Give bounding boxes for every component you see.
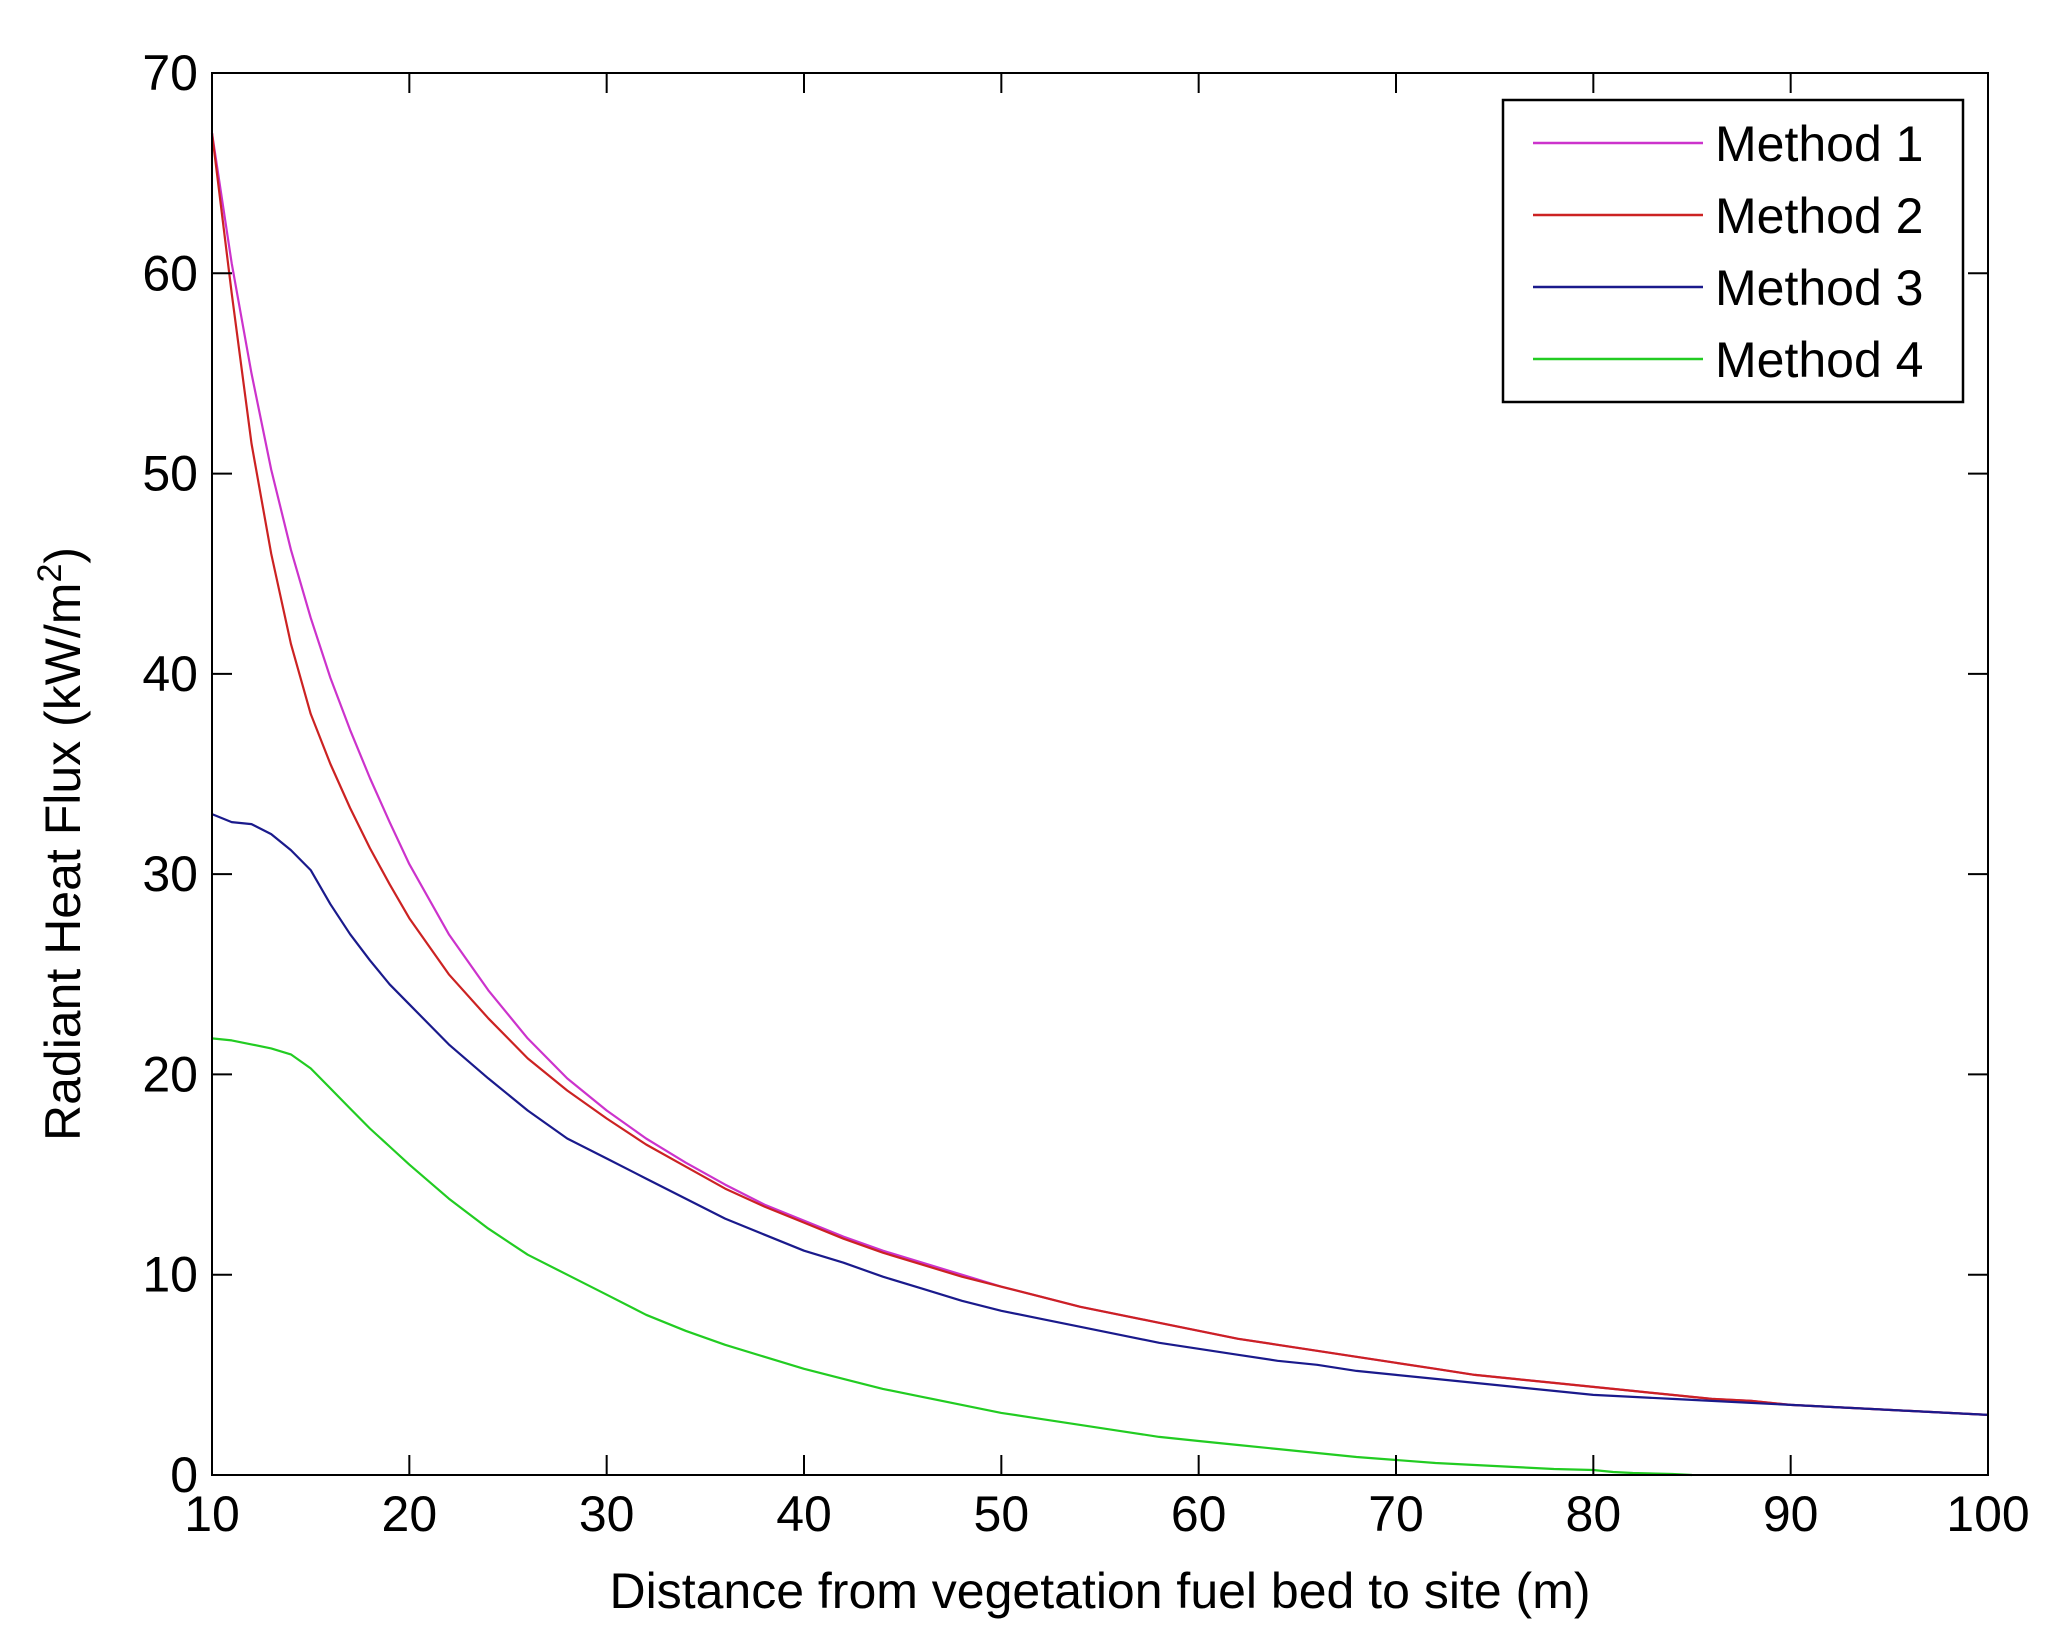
legend-label-method-2: Method 2 (1715, 188, 1923, 244)
tick-layer (211, 72, 1989, 1476)
series-layer (210, 132, 1989, 1477)
x-tick-label: 100 (1946, 1486, 2029, 1542)
y-tick-label: 20 (142, 1046, 198, 1102)
y-tick-label: 40 (142, 646, 198, 702)
series-line-method-4 (211, 1037, 1693, 1477)
x-tick-label: 20 (382, 1486, 438, 1542)
y-tick-label: 30 (142, 846, 198, 902)
x-tick-label: 40 (776, 1486, 832, 1542)
x-tick-label: 70 (1368, 1486, 1424, 1542)
x-tick-label: 50 (974, 1486, 1030, 1542)
legend: Method 1 Method 2 Method 3 Method 4 (1501, 98, 1965, 404)
legend-label-method-1: Method 1 (1715, 116, 1923, 172)
series-line-method-2 (210, 132, 1989, 1416)
y-tick-label: 70 (142, 45, 198, 101)
y-tick-label: 60 (142, 245, 198, 301)
x-tick-label: 30 (579, 1486, 635, 1542)
x-tick-label: 10 (184, 1486, 240, 1542)
plot-frame (211, 72, 1989, 1476)
x-axis-label: Distance from vegetation fuel bed to sit… (609, 1563, 1590, 1619)
legend-box (1501, 98, 1965, 404)
y-axis-label-main: Radiant Heat Flux (kW/m (35, 583, 91, 1141)
y-axis-label-suffix: ) (35, 547, 91, 564)
x-tick-label: 80 (1566, 1486, 1622, 1542)
y-axis-label: Radiant Heat Flux (kW/m2) (31, 547, 91, 1141)
series-line-method-3 (211, 813, 1989, 1416)
y-tick-label: 0 (170, 1447, 198, 1503)
y-tick-label: 10 (142, 1247, 198, 1303)
x-tick-label: 90 (1763, 1486, 1819, 1542)
y-axis-label-superscript: 2 (31, 564, 69, 583)
legend-label-method-3: Method 3 (1715, 260, 1923, 316)
x-tick-label: 60 (1171, 1486, 1227, 1542)
legend-label-method-4: Method 4 (1715, 332, 1923, 388)
y-tick-label: 50 (142, 446, 198, 502)
legend-items: Method 1 Method 2 Method 3 Method 4 (1533, 116, 1923, 388)
